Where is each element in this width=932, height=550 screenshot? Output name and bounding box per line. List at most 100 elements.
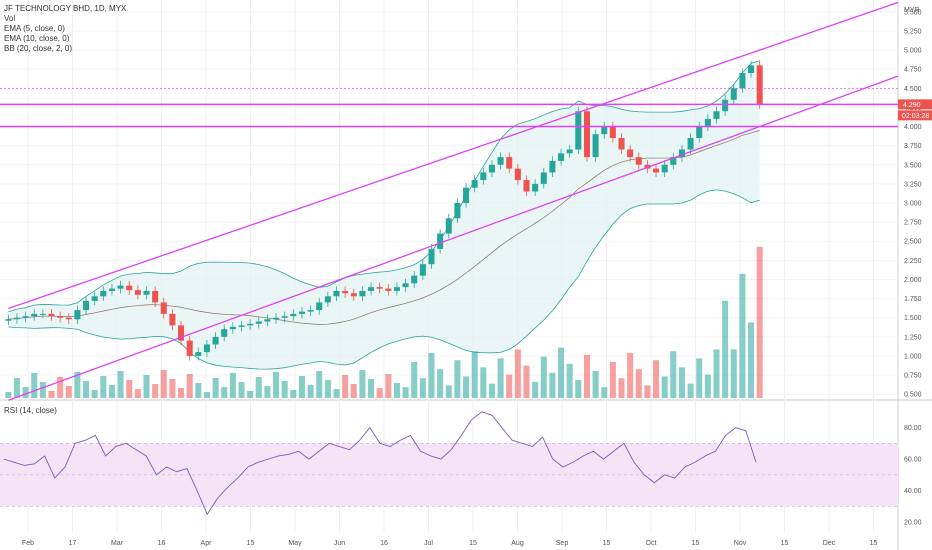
candle-body — [592, 134, 599, 158]
candle-body — [480, 172, 487, 181]
candle-body — [376, 287, 383, 289]
candle-body — [748, 65, 755, 73]
candle-body — [350, 293, 357, 297]
candle-body — [549, 160, 556, 173]
candle-body — [635, 157, 642, 165]
candle-body — [195, 352, 202, 356]
candle-body — [39, 313, 46, 315]
y-tick-label: 3.500 — [904, 162, 922, 169]
candle-body — [160, 302, 167, 314]
volume-bar — [601, 387, 608, 398]
candle-body — [169, 313, 176, 326]
volume-bar — [65, 386, 72, 398]
x-tick-label: Mar — [111, 540, 124, 547]
volume-bar — [238, 382, 245, 398]
last-price-tag-bg — [898, 99, 932, 110]
volume-bar — [376, 388, 383, 398]
last-price-tag: 4.290 — [903, 102, 921, 109]
volume-bar — [203, 392, 210, 398]
legend-vol: Vol — [4, 14, 16, 23]
countdown-tag-bg — [898, 110, 932, 121]
volume-bar — [687, 383, 694, 398]
rsi-tick-label: 40.00 — [904, 488, 922, 495]
candle-body — [134, 290, 141, 295]
candle-body — [428, 248, 435, 265]
y-tick-label: 4.500 — [904, 86, 922, 93]
volume-bar — [273, 372, 280, 398]
volume-bar — [333, 389, 340, 398]
candle-body — [324, 296, 331, 303]
y-tick-label: 4.750 — [904, 67, 922, 74]
volume-bar — [402, 387, 409, 398]
volume-bar — [169, 379, 176, 398]
candle-body — [100, 290, 107, 297]
candle-body — [722, 99, 729, 112]
volume-bar — [316, 371, 323, 398]
rsi-line — [3, 411, 757, 516]
x-tick-label: Aug — [511, 540, 524, 547]
volume-bar — [609, 362, 616, 398]
candle-body — [488, 164, 495, 173]
volume-bar — [704, 374, 711, 398]
x-tick-label: 17 — [69, 540, 77, 547]
x-tick-label: 15 — [469, 540, 477, 547]
volume-bar — [57, 377, 64, 398]
candle-body — [247, 323, 254, 326]
channel-upper-line — [8, 1, 899, 310]
volume-bar — [178, 388, 185, 398]
volume-bar — [730, 349, 737, 398]
volume-bar — [247, 391, 254, 398]
y-tick-label: 3.000 — [904, 201, 922, 208]
legend-bb: BB (20, close, 2, 0) — [4, 44, 73, 53]
volume-bar — [488, 383, 495, 398]
x-tick-label: Oct — [646, 540, 657, 547]
volume-bar — [566, 363, 573, 398]
candle-body — [558, 153, 565, 161]
candle-body — [730, 88, 737, 100]
x-tick-label: Sep — [556, 540, 569, 547]
volume-bar — [558, 347, 565, 398]
y-tick-label: 1.500 — [904, 315, 922, 322]
candle-body — [238, 325, 245, 327]
candle-body — [601, 126, 608, 135]
y-tick-label: 2.250 — [904, 258, 922, 265]
volume-bar — [480, 367, 487, 398]
volume-bar — [523, 365, 530, 398]
rsi-legend: RSI (14, close) — [4, 406, 57, 415]
volume-bar — [445, 385, 452, 398]
candle-body — [437, 233, 444, 249]
y-tick-label: 2.000 — [904, 277, 922, 284]
volume-bar — [385, 374, 392, 398]
rsi-band — [0, 443, 898, 507]
candle-body — [22, 316, 29, 318]
volume-bar — [108, 385, 115, 398]
y-tick-label: 4.000 — [904, 124, 922, 131]
volume-bar — [117, 371, 124, 398]
volume-bar — [678, 367, 685, 398]
volume-bar — [13, 378, 20, 398]
chart-legend: JF TECHNOLOGY BHD, 1D, MYX Vol EMA (5, c… — [4, 4, 126, 54]
candle-body — [281, 316, 288, 318]
candle-body — [540, 172, 547, 184]
volume-bar — [195, 383, 202, 398]
volume-bar — [39, 382, 46, 398]
candle-body — [445, 218, 452, 234]
volume-bar — [627, 353, 634, 398]
candle-body — [687, 138, 694, 150]
y-tick-label: 0.750 — [904, 373, 922, 380]
candle-body — [143, 290, 150, 295]
candle-body — [83, 300, 90, 311]
volume-bar — [419, 378, 426, 398]
y-tick-label: 2.500 — [904, 239, 922, 246]
candle-body — [618, 138, 625, 150]
candle-body — [74, 310, 81, 320]
candle-body — [514, 168, 521, 181]
candle-body — [670, 157, 677, 165]
ema-line — [8, 130, 760, 325]
candle-body — [307, 310, 314, 312]
volume-bar — [342, 375, 349, 398]
candle-body — [704, 118, 711, 127]
rsi-tick-label: 20.00 — [904, 520, 922, 527]
candle-body — [713, 111, 720, 119]
